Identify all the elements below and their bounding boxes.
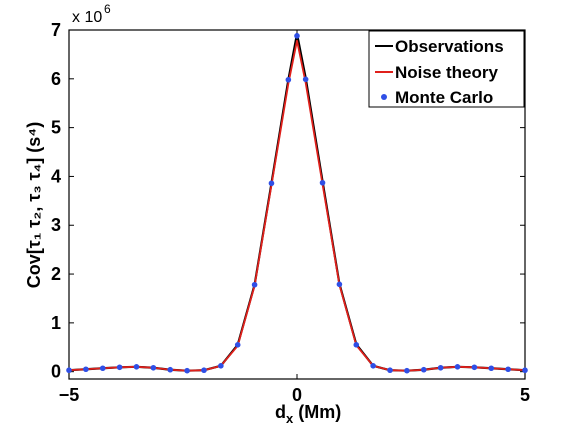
point-monte-carlo <box>83 366 89 373</box>
point-monte-carlo <box>116 364 123 371</box>
point-monte-carlo <box>437 364 444 371</box>
legend: Observations Noise theory Monte Carlo <box>368 30 525 108</box>
point-monte-carlo <box>167 366 174 373</box>
y-multiplier-exponent: 6 <box>104 2 111 16</box>
point-monte-carlo <box>319 179 326 186</box>
y-tick-label: 0 <box>51 362 61 382</box>
y-axis-label: Cov[τ₁ τ₂, τ₃ τ₄] (s⁴) <box>24 122 44 288</box>
x-tick-label: 5 <box>520 385 530 405</box>
series-layer <box>66 32 528 374</box>
point-monte-carlo <box>66 367 72 374</box>
legend-label-observations: Observations <box>395 37 504 56</box>
point-monte-carlo <box>234 342 241 348</box>
point-monte-carlo <box>268 180 275 187</box>
legend-box <box>368 30 525 108</box>
point-monte-carlo <box>99 365 106 372</box>
point-monte-carlo <box>294 33 300 39</box>
point-monte-carlo <box>488 365 495 372</box>
point-monte-carlo <box>353 342 360 348</box>
legend-label-monte-carlo: Monte Carlo <box>395 88 493 107</box>
y-tick-label: 6 <box>51 69 61 89</box>
x-tick-label: 0 <box>292 385 302 405</box>
y-multiplier: x 10 <box>72 9 102 26</box>
point-monte-carlo <box>150 364 157 371</box>
point-monte-carlo <box>522 367 528 374</box>
x-tick-label: −5 <box>59 385 80 405</box>
point-monte-carlo <box>454 364 461 370</box>
point-monte-carlo <box>201 367 207 374</box>
point-monte-carlo <box>471 364 478 371</box>
y-tick-label: 5 <box>51 118 61 138</box>
y-tick-label: 2 <box>51 264 61 284</box>
point-monte-carlo <box>251 281 258 288</box>
y-tick-label: 4 <box>51 166 61 186</box>
point-monte-carlo <box>184 367 190 374</box>
point-monte-carlo <box>336 281 343 288</box>
point-monte-carlo <box>218 363 224 369</box>
point-monte-carlo <box>302 76 309 83</box>
legend-swatch-monte-carlo <box>381 94 387 100</box>
point-monte-carlo <box>404 367 410 374</box>
series-line-noise-theory <box>68 39 526 372</box>
axis-ticks: −5 0 5 0 1 2 3 4 5 6 7 <box>51 20 530 405</box>
point-monte-carlo <box>505 366 511 373</box>
y-tick-label: 1 <box>51 313 61 333</box>
point-monte-carlo <box>387 367 393 374</box>
point-monte-carlo <box>285 76 292 83</box>
point-monte-carlo <box>133 364 140 370</box>
point-monte-carlo <box>370 363 376 369</box>
y-tick-label: 3 <box>51 215 61 235</box>
x-axis-label: dx (Mm) <box>275 402 341 426</box>
point-monte-carlo <box>420 366 427 373</box>
legend-label-noise-theory: Noise theory <box>395 63 499 82</box>
y-tick-label: 7 <box>51 20 61 40</box>
